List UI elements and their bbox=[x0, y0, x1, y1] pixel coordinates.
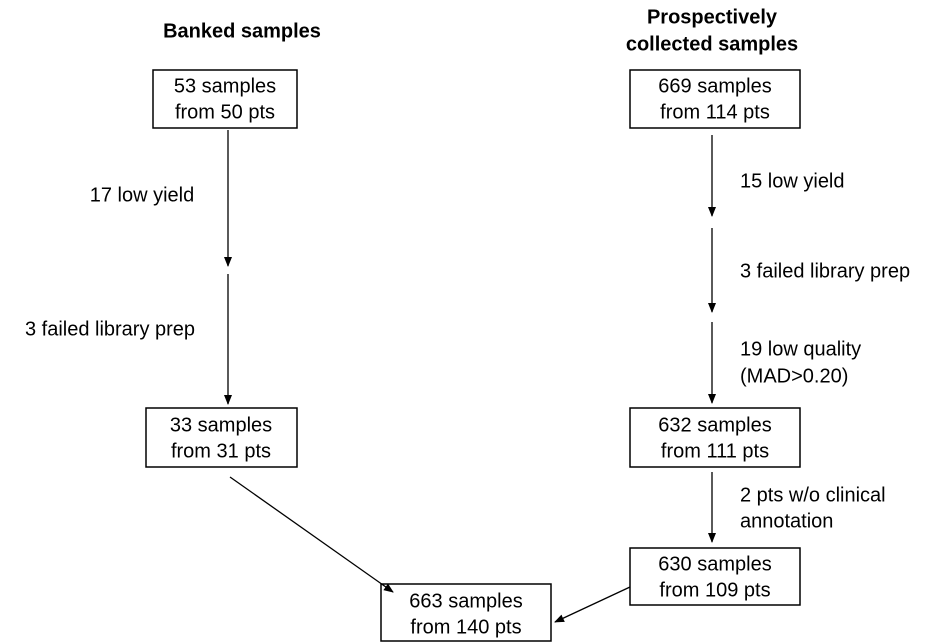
node-text: from 140 pts bbox=[410, 616, 521, 638]
node: 630 samples from 109 pts bbox=[629, 547, 801, 606]
box bbox=[380, 583, 552, 642]
box bbox=[629, 69, 801, 129]
exclusion-label: 3 failed library prep bbox=[25, 318, 195, 340]
arrow bbox=[229, 476, 394, 593]
header: Banked samples bbox=[163, 20, 321, 42]
node-text: from 109 pts bbox=[659, 579, 770, 601]
header: Prospectively bbox=[647, 6, 778, 28]
node-text: 669 samples bbox=[658, 75, 771, 97]
box bbox=[629, 407, 801, 468]
exclusion-label: annotation bbox=[740, 510, 833, 532]
exclusion-label: 19 low quality bbox=[740, 338, 861, 360]
node-text: 630 samples bbox=[658, 553, 771, 575]
node-text: 53 samples bbox=[174, 75, 276, 97]
box bbox=[152, 69, 298, 129]
node: 632 samples from 111 pts bbox=[629, 407, 801, 468]
node: 53 samples from 50 pts bbox=[152, 69, 298, 129]
node: 669 samples from 114 pts bbox=[629, 69, 801, 129]
node: 663 samples from 140 pts bbox=[380, 583, 552, 642]
header: collected samples bbox=[626, 33, 798, 55]
node-text: from 50 pts bbox=[175, 101, 275, 123]
node-text: 33 samples bbox=[170, 414, 272, 436]
node-text: 663 samples bbox=[409, 590, 522, 612]
box bbox=[629, 547, 801, 606]
box bbox=[145, 407, 298, 468]
exclusion-label: (MAD>0.20) bbox=[740, 365, 848, 387]
exclusion-label: 17 low yield bbox=[90, 184, 195, 206]
node-text: from 114 pts bbox=[660, 101, 770, 123]
exclusion-label: 3 failed library prep bbox=[740, 260, 910, 282]
node-text: 632 samples bbox=[658, 414, 771, 436]
node-text: from 111 pts bbox=[661, 440, 769, 462]
exclusion-label: 2 pts w/o clinical bbox=[740, 484, 886, 506]
exclusion-label: 15 low yield bbox=[740, 170, 845, 192]
arrow bbox=[554, 586, 631, 623]
node-text: from 31 pts bbox=[171, 440, 271, 462]
node: 33 samples from 31 pts bbox=[145, 407, 298, 468]
